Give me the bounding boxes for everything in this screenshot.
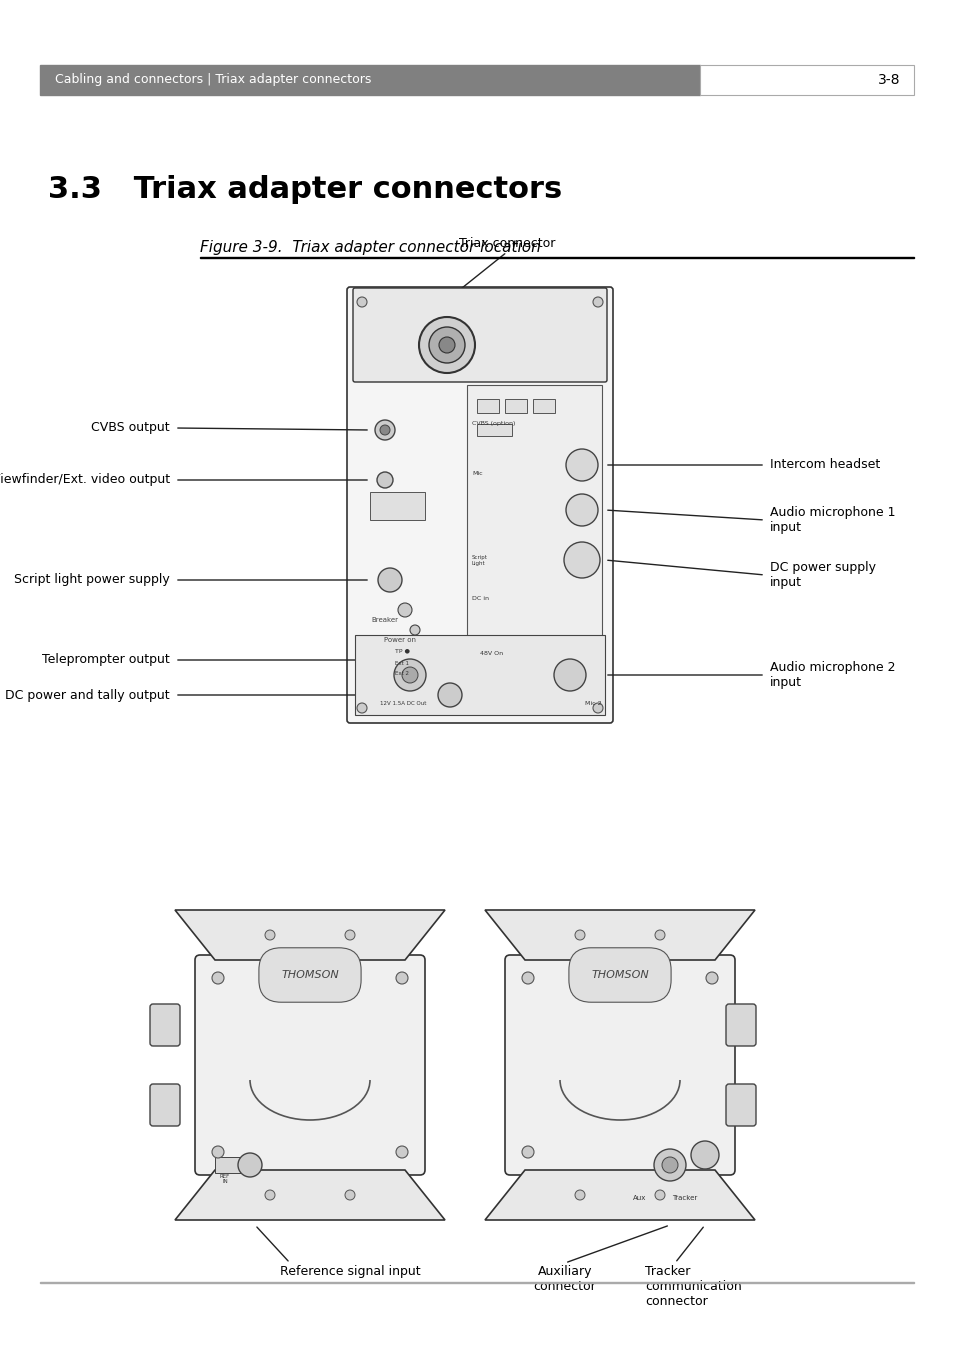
Text: Script
Light: Script Light	[472, 555, 487, 566]
Circle shape	[438, 336, 455, 353]
Text: Script light power supply: Script light power supply	[14, 574, 170, 586]
Circle shape	[377, 567, 401, 592]
Text: 48V On: 48V On	[479, 651, 502, 657]
Circle shape	[394, 659, 426, 690]
Circle shape	[593, 297, 602, 307]
Text: Reference signal input: Reference signal input	[280, 1265, 420, 1278]
Polygon shape	[484, 911, 754, 961]
Text: Intercom headset: Intercom headset	[769, 458, 880, 471]
Text: Audio microphone 1
input: Audio microphone 1 input	[769, 507, 895, 534]
Text: Breaker: Breaker	[371, 617, 398, 623]
Circle shape	[395, 971, 408, 984]
FancyBboxPatch shape	[150, 1004, 180, 1046]
Circle shape	[655, 929, 664, 940]
Circle shape	[593, 703, 602, 713]
Circle shape	[554, 659, 585, 690]
Circle shape	[690, 1142, 719, 1169]
Circle shape	[395, 1146, 408, 1158]
Bar	[476, 424, 512, 436]
Text: Teleprompter output: Teleprompter output	[42, 654, 170, 666]
Polygon shape	[174, 1170, 444, 1220]
Circle shape	[705, 1146, 718, 1158]
Text: THOMSON: THOMSON	[591, 970, 648, 979]
Bar	[504, 399, 526, 413]
Circle shape	[379, 426, 390, 435]
Bar	[370, 492, 424, 520]
Bar	[467, 385, 601, 640]
Circle shape	[265, 929, 274, 940]
Text: THOMSON: THOMSON	[281, 970, 338, 979]
Circle shape	[356, 703, 367, 713]
Text: Auxiliary
connector: Auxiliary connector	[533, 1265, 596, 1293]
Bar	[40, 1282, 913, 1283]
Text: TP ●: TP ●	[395, 648, 410, 653]
Circle shape	[212, 1146, 224, 1158]
FancyBboxPatch shape	[725, 1004, 755, 1046]
Bar	[355, 635, 604, 715]
Circle shape	[345, 1190, 355, 1200]
Text: Cabling and connectors | Triax adapter connectors: Cabling and connectors | Triax adapter c…	[55, 73, 371, 86]
Text: Ext 2: Ext 2	[395, 671, 409, 676]
Text: Viewfinder/Ext. video output: Viewfinder/Ext. video output	[0, 473, 170, 486]
Circle shape	[418, 317, 475, 373]
Circle shape	[521, 971, 534, 984]
Circle shape	[410, 626, 419, 635]
Text: Mic 2: Mic 2	[584, 701, 601, 707]
Text: CVBS (option): CVBS (option)	[472, 422, 515, 426]
Circle shape	[265, 1190, 274, 1200]
Bar	[476, 399, 498, 413]
Polygon shape	[174, 911, 444, 961]
Text: Triax connector: Triax connector	[458, 236, 555, 250]
Circle shape	[705, 971, 718, 984]
Circle shape	[356, 297, 367, 307]
FancyBboxPatch shape	[150, 1084, 180, 1125]
Circle shape	[437, 684, 461, 707]
Circle shape	[655, 1190, 664, 1200]
Text: DC in: DC in	[472, 596, 489, 601]
Text: Mic: Mic	[472, 471, 482, 476]
Circle shape	[661, 1156, 678, 1173]
FancyBboxPatch shape	[725, 1084, 755, 1125]
Circle shape	[345, 929, 355, 940]
Circle shape	[429, 327, 464, 363]
Circle shape	[575, 929, 584, 940]
Text: 3-8: 3-8	[877, 73, 899, 86]
Text: 12V 1.5A DC Out: 12V 1.5A DC Out	[379, 701, 426, 707]
Text: DC power supply
input: DC power supply input	[769, 561, 875, 589]
Bar	[700, 65, 913, 95]
Circle shape	[397, 603, 412, 617]
Circle shape	[401, 667, 417, 684]
FancyBboxPatch shape	[194, 955, 424, 1175]
Text: 3.3   Triax adapter connectors: 3.3 Triax adapter connectors	[48, 176, 561, 204]
Text: CVBS output: CVBS output	[91, 422, 170, 435]
Text: REF
IN: REF IN	[219, 1174, 230, 1183]
Bar	[40, 65, 700, 95]
FancyBboxPatch shape	[347, 286, 613, 723]
Text: Audio microphone 2
input: Audio microphone 2 input	[769, 661, 895, 689]
Text: Aux: Aux	[633, 1196, 646, 1201]
Circle shape	[375, 420, 395, 440]
Circle shape	[521, 1146, 534, 1158]
Circle shape	[565, 449, 598, 481]
Circle shape	[376, 471, 393, 488]
Text: DC power and tally output: DC power and tally output	[6, 689, 170, 701]
Text: Tracker
communication
connector: Tracker communication connector	[644, 1265, 741, 1308]
Circle shape	[654, 1148, 685, 1181]
Polygon shape	[484, 1170, 754, 1220]
Text: Figure 3-9.  Triax adapter connector location: Figure 3-9. Triax adapter connector loca…	[200, 240, 540, 255]
Text: Ext 1: Ext 1	[395, 661, 409, 666]
FancyBboxPatch shape	[353, 288, 606, 382]
Circle shape	[575, 1190, 584, 1200]
FancyBboxPatch shape	[504, 955, 734, 1175]
Text: Tracker: Tracker	[672, 1196, 697, 1201]
Circle shape	[565, 494, 598, 526]
Bar	[533, 399, 555, 413]
Circle shape	[237, 1152, 262, 1177]
Text: Power on: Power on	[384, 638, 416, 643]
Bar	[214, 1156, 245, 1173]
Circle shape	[563, 542, 599, 578]
Circle shape	[212, 971, 224, 984]
